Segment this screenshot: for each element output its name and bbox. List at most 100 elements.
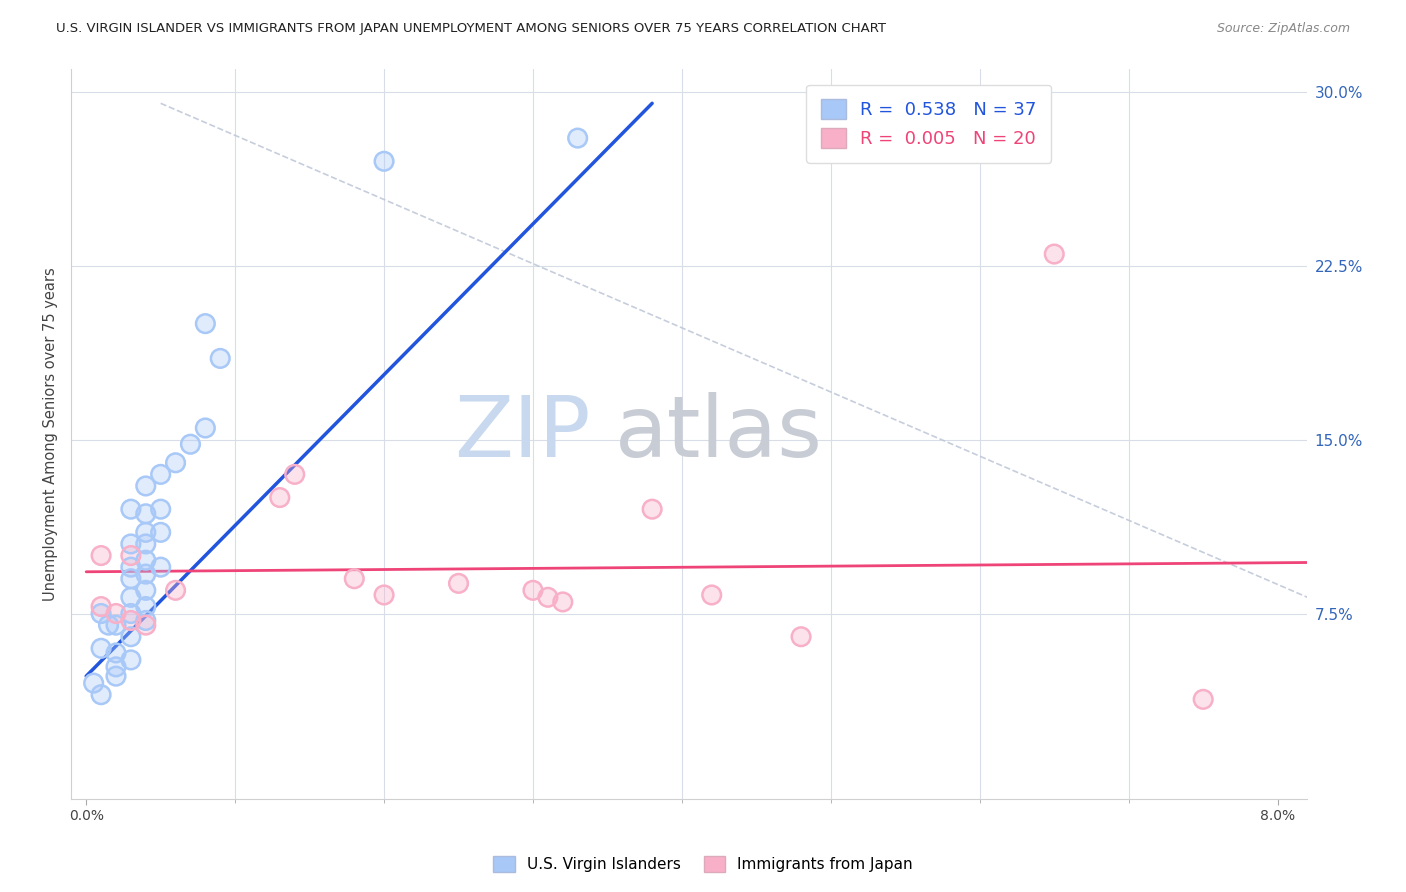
Point (641, 502, 664, 516)
Point (284, 467, 307, 482)
Point (120, 572, 142, 586)
Point (120, 653, 142, 667)
Point (269, 491, 291, 505)
Point (135, 599, 157, 614)
Point (135, 618, 157, 632)
Point (135, 614, 157, 628)
Point (120, 537, 142, 551)
Point (149, 525, 172, 540)
Point (165, 583, 187, 598)
Point (567, 131, 589, 145)
Point (135, 479, 157, 493)
Point (149, 525, 172, 540)
Point (135, 599, 157, 614)
Legend: R =  0.538   N = 37, R =  0.005   N = 20: R = 0.538 N = 37, R = 0.005 N = 20 (806, 85, 1052, 162)
Point (135, 525, 157, 540)
Point (120, 653, 142, 667)
Point (90, 641, 112, 656)
Point (90, 641, 112, 656)
Point (1043, 247, 1066, 261)
Point (135, 537, 157, 551)
Point (209, 351, 232, 366)
Point (104, 646, 127, 660)
Point (120, 614, 142, 628)
Point (373, 154, 395, 169)
Point (641, 502, 664, 516)
Point (135, 583, 157, 598)
Point (135, 553, 157, 567)
Point (135, 525, 157, 540)
Point (790, 630, 813, 644)
Point (120, 607, 142, 621)
Point (97, 618, 120, 632)
Point (135, 583, 157, 598)
Point (120, 591, 142, 605)
Point (194, 317, 217, 331)
Point (194, 317, 217, 331)
Text: atlas: atlas (616, 392, 823, 475)
Point (194, 421, 217, 435)
Point (447, 576, 470, 591)
Point (90, 607, 112, 621)
Point (567, 131, 589, 145)
Point (120, 549, 142, 563)
Point (149, 467, 172, 482)
Point (90, 688, 112, 702)
Point (194, 421, 217, 435)
Point (120, 502, 142, 516)
Point (165, 583, 187, 598)
Point (104, 646, 127, 660)
Point (284, 467, 307, 482)
Point (447, 576, 470, 591)
Point (104, 607, 127, 621)
Point (522, 583, 544, 598)
Point (104, 660, 127, 674)
Point (104, 660, 127, 674)
Point (90, 688, 112, 702)
Point (149, 467, 172, 482)
Point (135, 537, 157, 551)
Point (522, 583, 544, 598)
Point (149, 502, 172, 516)
Point (90, 599, 112, 614)
Point (343, 572, 366, 586)
Point (104, 618, 127, 632)
Legend: U.S. Virgin Islanders, Immigrants from Japan: U.S. Virgin Islanders, Immigrants from J… (485, 848, 921, 880)
Point (135, 567, 157, 582)
Point (120, 502, 142, 516)
Point (135, 614, 157, 628)
Point (90, 549, 112, 563)
Point (120, 591, 142, 605)
Point (97, 618, 120, 632)
Point (120, 560, 142, 574)
Point (120, 630, 142, 644)
Point (149, 502, 172, 516)
Point (700, 588, 723, 602)
Point (373, 588, 395, 602)
Point (90, 549, 112, 563)
Point (373, 154, 395, 169)
Point (179, 437, 201, 451)
Point (551, 595, 574, 609)
Text: ZIP: ZIP (454, 392, 591, 475)
Point (149, 560, 172, 574)
Point (790, 630, 813, 644)
Point (83, 676, 105, 690)
Point (120, 630, 142, 644)
Point (120, 572, 142, 586)
Y-axis label: Unemployment Among Seniors over 75 years: Unemployment Among Seniors over 75 years (44, 267, 58, 600)
Point (120, 607, 142, 621)
Point (104, 669, 127, 683)
Point (135, 507, 157, 521)
Point (120, 614, 142, 628)
Point (135, 618, 157, 632)
Point (209, 351, 232, 366)
Point (104, 669, 127, 683)
Point (165, 456, 187, 470)
Point (343, 572, 366, 586)
Point (104, 618, 127, 632)
Point (120, 537, 142, 551)
Point (104, 607, 127, 621)
Text: U.S. VIRGIN ISLANDER VS IMMIGRANTS FROM JAPAN UNEMPLOYMENT AMONG SENIORS OVER 75: U.S. VIRGIN ISLANDER VS IMMIGRANTS FROM … (56, 22, 886, 36)
Point (1043, 247, 1066, 261)
